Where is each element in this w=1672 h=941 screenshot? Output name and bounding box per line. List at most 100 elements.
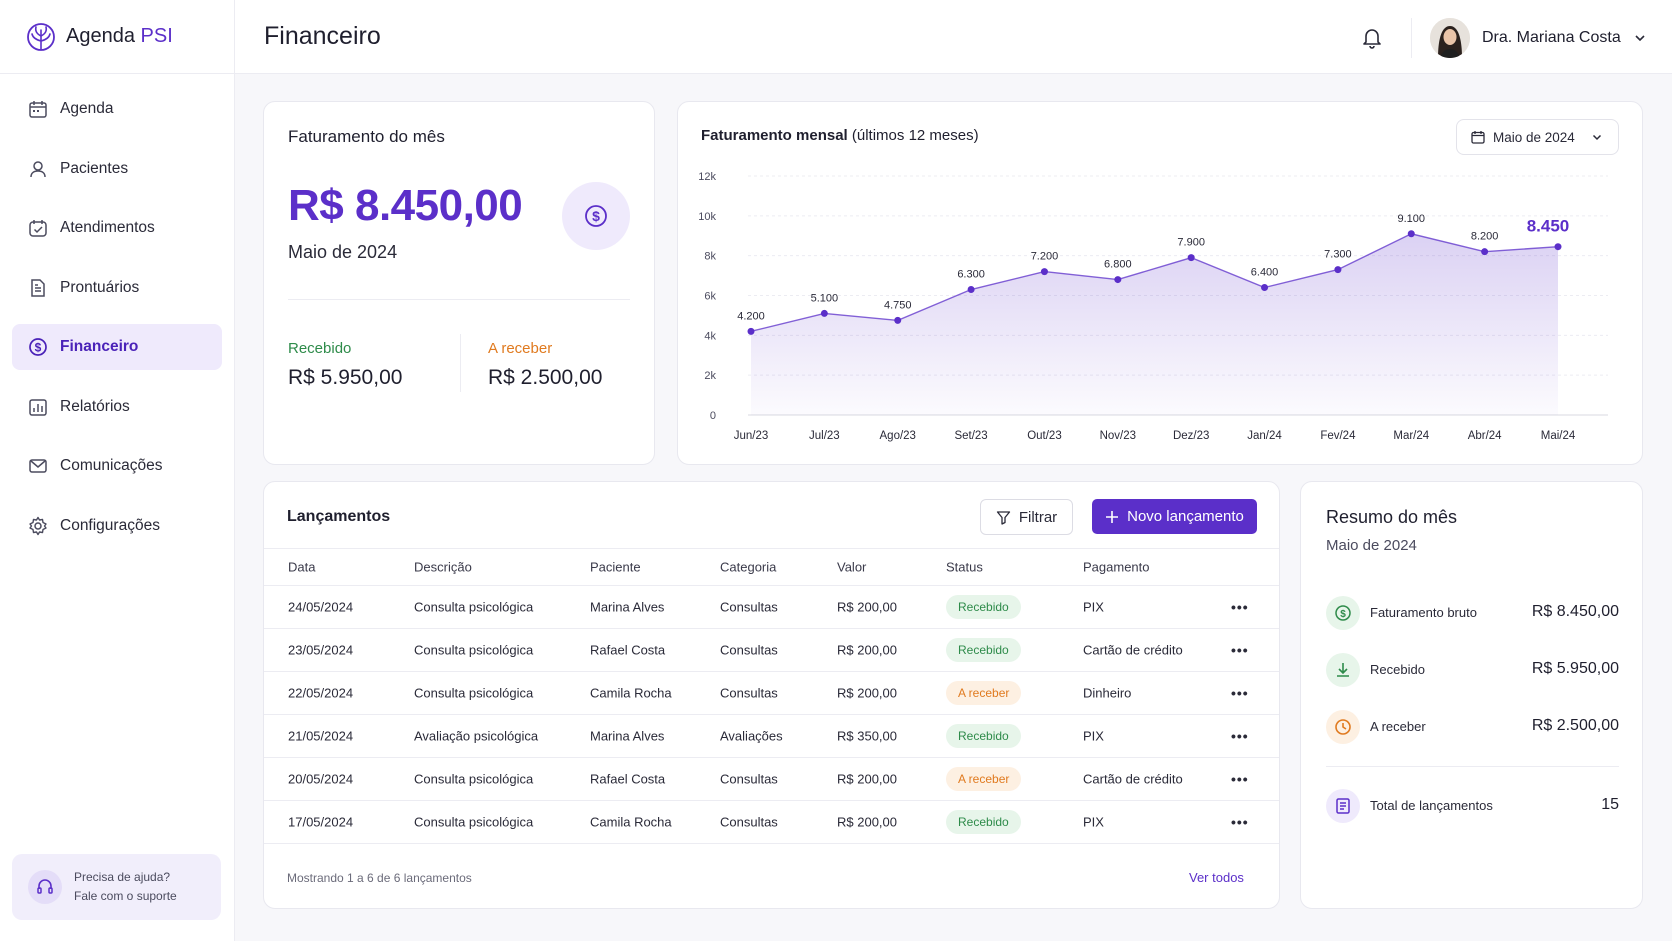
sidebar-item-configuracoes[interactable]: Configurações <box>12 503 222 549</box>
status-badge: Recebido <box>946 638 1021 662</box>
data-point <box>1481 248 1489 256</box>
new-entry-button[interactable]: Novo lançamento <box>1092 499 1257 534</box>
lancamentos-title: Lançamentos <box>287 508 391 525</box>
cell-data: 23/05/2024 <box>288 642 354 658</box>
data-label: 9.100 <box>1398 213 1426 225</box>
data-point <box>894 316 902 324</box>
cell-valor: R$ 350,00 <box>837 728 897 744</box>
column-header-data: Data <box>288 559 316 575</box>
table-row[interactable]: 23/05/2024 Consulta psicológica Rafael C… <box>264 629 1279 672</box>
x-tick-label: Jan/24 <box>1247 430 1282 442</box>
filter-button[interactable]: Filtrar <box>980 499 1073 535</box>
data-label: 4.200 <box>737 310 765 322</box>
data-point <box>967 286 975 294</box>
cell-categoria: Consultas <box>720 642 778 658</box>
data-point <box>1261 284 1269 292</box>
more-options-icon[interactable]: ••• <box>1231 814 1249 830</box>
user-name: Dra. Mariana Costa <box>1482 29 1621 46</box>
data-label: 5.100 <box>811 292 839 304</box>
more-options-icon[interactable]: ••• <box>1231 599 1249 615</box>
cell-descricao: Consulta psicológica <box>414 642 534 658</box>
gear-icon <box>29 516 47 535</box>
dollar-circle-icon: $ <box>1326 596 1360 630</box>
resumo-title: Resumo do mês <box>1326 507 1458 527</box>
table-row[interactable]: 22/05/2024 Consulta psicológica Camila R… <box>264 672 1279 715</box>
sidebar-item-pacientes[interactable]: Pacientes <box>12 146 222 192</box>
data-point <box>1407 230 1415 238</box>
y-tick-label: 0 <box>710 410 716 422</box>
sidebar-item-prontuarios[interactable]: Prontuários <box>12 265 222 311</box>
recebido-label: Recebido <box>288 340 352 357</box>
column-header-paciente: Paciente <box>590 559 641 575</box>
sidebar-item-label: Atendimentos <box>60 219 155 236</box>
user-menu[interactable]: Dra. Mariana Costa <box>1430 18 1647 58</box>
svg-text:$: $ <box>592 208 600 224</box>
chevron-down-icon <box>1592 134 1601 141</box>
data-point <box>820 309 828 317</box>
faturamento-mensal-card: 0 2k 4k 6k 8k 10k 12k 4.200 Jun/23 5.100 Jul/23 4.7… <box>677 101 1643 465</box>
resumo-item-faturamento-bruto: $ Faturamento bruto R$ 8.450,00 <box>1326 596 1619 630</box>
data-label: 7.200 <box>1031 251 1059 263</box>
table-row[interactable]: 17/05/2024 Consulta psicológica Camila R… <box>264 801 1279 844</box>
top-header: Financeiro Dra. Mariana Costa <box>235 0 1672 74</box>
cell-valor: R$ 200,00 <box>837 814 897 830</box>
cell-paciente: Marina Alves <box>590 728 665 744</box>
x-tick-label: Jun/23 <box>734 430 769 442</box>
dollar-circle-icon: $ <box>29 338 47 356</box>
faturamento-month: Maio de 2024 <box>288 242 398 262</box>
table-row[interactable]: 20/05/2024 Consulta psicológica Rafael C… <box>264 758 1279 801</box>
svg-text:$: $ <box>35 341 42 355</box>
help-text: Precisa de ajuda? Fale com o suporte <box>74 870 177 903</box>
column-header-pagamento: Pagamento <box>1083 559 1150 575</box>
data-point <box>1334 266 1342 274</box>
cell-data: 21/05/2024 <box>288 728 354 744</box>
series-area <box>751 233 1558 415</box>
table-row[interactable]: 24/05/2024 Consulta psicológica Marina A… <box>264 586 1279 629</box>
sidebar-item-relatorios[interactable]: Relatórios <box>12 384 222 430</box>
cell-paciente: Rafael Costa <box>590 771 666 787</box>
data-label: 4.750 <box>884 299 912 311</box>
cell-categoria: Consultas <box>720 771 778 787</box>
resumo-item-recebido: Recebido R$ 5.950,00 <box>1326 653 1619 687</box>
column-header-categoria: Categoria <box>720 559 777 575</box>
cell-pagamento: PIX <box>1083 814 1104 830</box>
recebido-value: R$ 5.950,00 <box>288 366 403 389</box>
headset-icon <box>28 870 62 904</box>
month-selector-value: Maio de 2024 <box>1493 129 1575 145</box>
lancamentos-card: Lançamentos Filtrar Novo lançamento Data… <box>263 481 1280 909</box>
document-list-icon <box>1326 789 1360 823</box>
divider <box>288 299 630 300</box>
sidebar-item-financeiro[interactable]: $ Financeiro <box>12 324 222 370</box>
data-point <box>1554 243 1562 251</box>
cell-categoria: Consultas <box>720 685 778 701</box>
table-row[interactable]: 21/05/2024 Avaliação psicológica Marina … <box>264 715 1279 758</box>
month-selector[interactable]: Maio de 2024 <box>1456 119 1619 155</box>
sidebar-item-comunicacoes[interactable]: Comunicações <box>12 443 222 489</box>
help-support-card[interactable]: Precisa de ajuda? Fale com o suporte <box>12 854 221 920</box>
faturamento-title: Faturamento do mês <box>288 127 445 146</box>
more-options-icon[interactable]: ••• <box>1231 728 1249 744</box>
data-label: 6.400 <box>1251 267 1279 279</box>
more-options-icon[interactable]: ••• <box>1231 685 1249 701</box>
cell-categoria: Consultas <box>720 814 778 830</box>
status-badge: Recebido <box>946 810 1021 834</box>
pagination-info: Mostrando 1 a 6 de 6 lançamentos <box>287 871 472 885</box>
divider <box>460 334 461 392</box>
y-tick-label: 6k <box>704 291 716 303</box>
ver-todos-link[interactable]: Ver todos <box>1189 870 1244 885</box>
bar-chart-icon <box>29 398 47 416</box>
data-point <box>1187 254 1195 262</box>
lancamentos-table: Data Descrição Paciente Categoria Valor … <box>264 548 1279 844</box>
cell-data: 24/05/2024 <box>288 599 354 615</box>
cell-descricao: Consulta psicológica <box>414 685 534 701</box>
more-options-icon[interactable]: ••• <box>1231 771 1249 787</box>
cell-data: 17/05/2024 <box>288 814 354 830</box>
sidebar-item-label: Comunicações <box>60 457 163 474</box>
sidebar-item-atendimentos[interactable]: Atendimentos <box>12 205 222 251</box>
sidebar-item-agenda[interactable]: Agenda <box>12 86 222 132</box>
bell-icon[interactable] <box>1362 27 1382 49</box>
brand-logo[interactable]: Agenda PSI <box>0 0 234 74</box>
mail-icon <box>29 459 47 473</box>
more-options-icon[interactable]: ••• <box>1231 642 1249 658</box>
data-label: 7.300 <box>1324 249 1352 261</box>
